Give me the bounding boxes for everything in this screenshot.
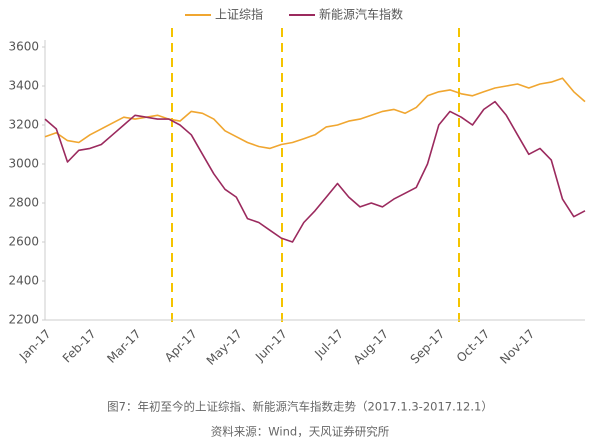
x-tick-label: May-17	[204, 327, 245, 368]
y-tick-label: 2200	[8, 313, 39, 327]
x-tick-label: Apr-17	[162, 327, 200, 365]
x-tick-label: Jan-17	[16, 327, 54, 365]
legend-label: 上证综指	[215, 7, 263, 22]
x-tick-label: Nov-17	[497, 327, 537, 367]
y-tick-label: 2800	[8, 196, 39, 210]
y-tick-label: 3400	[8, 79, 39, 93]
y-tick-label: 2400	[8, 274, 39, 288]
x-tick-label: Jun-17	[252, 327, 290, 365]
y-tick-label: 3600	[8, 40, 39, 54]
caption: 图7：年初至今的上证综指、新能源汽车指数走势（2017.1.3-2017.12.…	[107, 400, 493, 414]
series-line	[44, 77, 586, 150]
x-tick-label: Feb-17	[60, 327, 99, 366]
source: 资料来源：Wind，天风证券研究所	[211, 425, 390, 439]
series-line	[44, 100, 586, 243]
x-tick-label: Oct-17	[454, 327, 492, 365]
legend-label: 新能源汽车指数	[319, 7, 403, 22]
x-tick-label: Jul-17	[311, 327, 346, 362]
x-tick-label: Aug-17	[351, 327, 391, 367]
event-lines	[171, 28, 460, 325]
x-tick-label: Sep-17	[408, 327, 448, 367]
y-tick-label: 2600	[8, 235, 39, 249]
y-tick-label: 3000	[8, 157, 39, 171]
y-tick-label: 3200	[8, 118, 39, 132]
x-tick-label: Mar-17	[104, 327, 143, 366]
